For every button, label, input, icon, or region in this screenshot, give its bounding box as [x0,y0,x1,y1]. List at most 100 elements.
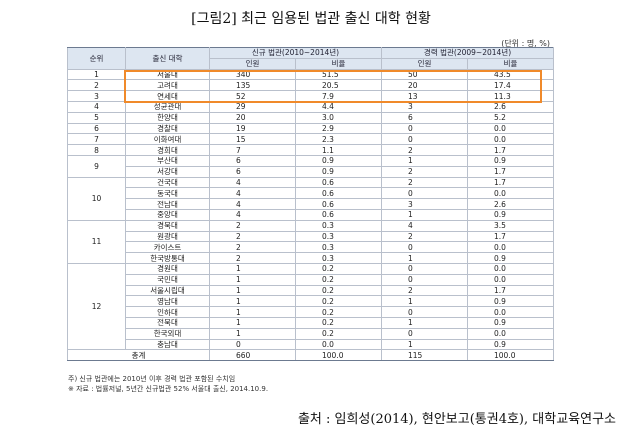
university-cell: 성균관대 [125,100,210,113]
new-ratio-cell: 3.0 [294,111,383,124]
new-count-cell: 1 [209,295,296,308]
new-ratio-cell: 0.3 [294,219,383,232]
table-row: 서울시립대 1 0.2 2 1.7 [68,284,555,297]
career-count-cell: 1 [381,252,469,264]
table-row: 원광대 2 0.3 2 1.7 [68,230,555,243]
new-ratio-cell: 0.0 [294,338,383,351]
new-count-cell: 4 [209,208,296,221]
table-row: 동국대 4 0.6 0 0.0 [68,187,555,200]
new-count-cell: 0 [209,338,296,351]
table-row: 8 경희대 7 1.1 2 1.7 [67,144,555,156]
header-new-judges: 신규 법관(2010~2014년) [208,47,383,59]
university-cell: 인하대 [125,306,210,318]
new-ratio-cell: 0.3 [294,241,383,254]
new-count-cell: 4 [209,187,296,200]
rank-cell: 2 [67,79,126,92]
table-row: 영남대 1 0.2 1 0.9 [68,295,555,308]
university-table: 순위 출신 대학 신규 법관(2010~2014년) 경력 법관(2009~20… [67,47,555,362]
university-cell: 경원대 [125,262,210,275]
rank-cell: 12 [67,262,126,351]
table-row: 6 경찰대 19 2.9 0 0.0 [67,122,555,135]
table-row: 한국외대 1 0.2 0 0.0 [68,327,555,340]
new-ratio-cell: 0.2 [294,327,383,340]
career-ratio-cell: 0.0 [467,187,555,200]
university-cell: 전남대 [125,198,210,210]
career-ratio-cell: 0.0 [467,133,555,146]
career-count-cell: 3 [381,100,469,113]
new-ratio-cell: 0.6 [294,187,383,200]
total-row: 총계 660 100.0 115 100.0 [67,349,555,362]
table-row: 인하대 1 0.2 0 0.0 [68,306,555,318]
new-count-cell: 1 [209,306,296,318]
new-ratio-cell: 0.3 [294,252,383,264]
university-cell: 서울시립대 [125,284,210,297]
career-ratio-cell: 0.0 [467,273,555,286]
table-row: 국민대 1 0.2 0 0.0 [68,273,555,286]
career-ratio-cell: 0.9 [467,295,555,308]
new-count-cell: 1 [209,316,296,329]
new-ratio-cell: 4.4 [294,100,383,113]
header-career-count: 인원 [381,57,469,70]
total-n2-cell: 115 [381,349,469,362]
career-count-cell: 4 [381,219,469,232]
career-ratio-cell: 0.9 [467,316,555,329]
note-line: ※ 자료 : 법률저널, 5년간 신규법관 52% 서울대 출신, 2014.1… [68,385,269,393]
new-ratio-cell: 0.6 [294,208,383,221]
new-count-cell: 1 [209,273,296,286]
new-ratio-cell: 0.9 [294,154,383,167]
rank-cell: 3 [67,90,126,102]
career-ratio-cell: 1.7 [467,176,555,189]
table-row: 카이스트 2 0.3 0 0.0 [68,241,555,254]
university-cell: 충남대 [125,338,210,351]
new-ratio-cell: 0.6 [294,176,383,189]
new-count-cell: 1 [209,284,296,297]
university-cell: 국민대 [125,273,210,286]
university-cell: 경찰대 [125,122,210,135]
new-ratio-cell: 0.2 [294,295,383,308]
career-count-cell: 2 [381,230,469,243]
university-cell: 경북대 [125,219,210,232]
table-notes: 주) 신규 법관에는 2010년 이후 경력 법관 포함된 수치임 ※ 자료 :… [68,374,268,394]
total-label: 총계 [67,349,210,362]
career-count-cell: 1 [381,338,469,351]
career-ratio-cell: 1.7 [467,144,555,156]
rank-cell: 5 [67,111,126,124]
career-count-cell: 2 [381,165,469,178]
rank-cell: 7 [67,133,126,146]
career-count-cell: 0 [381,241,469,254]
rank-cell: 8 [67,144,126,156]
new-count-cell: 15 [209,133,296,146]
career-count-cell: 0 [381,187,469,200]
rank-cell: 9 [67,154,126,178]
table-row: 9 부산대 6 0.9 1 0.9 [67,154,555,178]
source-citation: 출처 : 임희성(2014), 현안보고(통권4호), 대학교육연구소 [297,412,616,427]
rank-cell: 11 [67,219,126,264]
career-count-cell: 3 [381,198,469,210]
new-count-cell: 20 [209,111,296,124]
new-ratio-cell: 0.2 [294,273,383,286]
header-new-count: 인원 [209,57,296,70]
new-count-cell: 2 [209,241,296,254]
career-ratio-cell: 0.0 [467,122,555,135]
university-cell: 원광대 [125,230,210,243]
top3-highlight-box [124,70,542,103]
new-count-cell: 1 [209,262,296,275]
career-count-cell: 1 [381,295,469,308]
career-ratio-cell: 2.6 [467,198,555,210]
header-rank: 순위 [67,47,126,70]
note-line: 주) 신규 법관에는 2010년 이후 경력 법관 포함된 수치임 [68,375,236,383]
new-ratio-cell: 0.2 [294,306,383,318]
new-ratio-cell: 0.2 [294,262,383,275]
total-r1-cell: 100.0 [294,349,383,362]
table-row: 5 한양대 20 3.0 6 5.2 [67,111,555,124]
career-count-cell: 0 [381,262,469,275]
career-ratio-cell: 0.9 [467,154,555,167]
career-ratio-cell: 0.9 [467,208,555,221]
career-count-cell: 2 [381,284,469,297]
university-cell: 카이스트 [125,241,210,254]
table-body: 1 서울대 340 51.5 50 43.5 2 고려대 135 20.5 20 17.4 3 연세대 52… [67,68,555,362]
rank-cell: 1 [67,68,126,81]
career-count-cell: 0 [381,273,469,286]
career-count-cell: 1 [381,154,469,167]
career-count-cell: 1 [381,208,469,221]
